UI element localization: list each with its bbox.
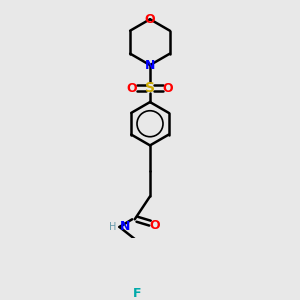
Text: H: H (110, 222, 117, 232)
Text: F: F (133, 287, 142, 300)
Text: O: O (127, 82, 137, 94)
Text: S: S (145, 81, 155, 95)
Text: N: N (119, 220, 130, 233)
Text: O: O (150, 219, 160, 232)
Text: O: O (163, 82, 173, 94)
Text: N: N (145, 58, 155, 72)
Text: O: O (145, 13, 155, 26)
